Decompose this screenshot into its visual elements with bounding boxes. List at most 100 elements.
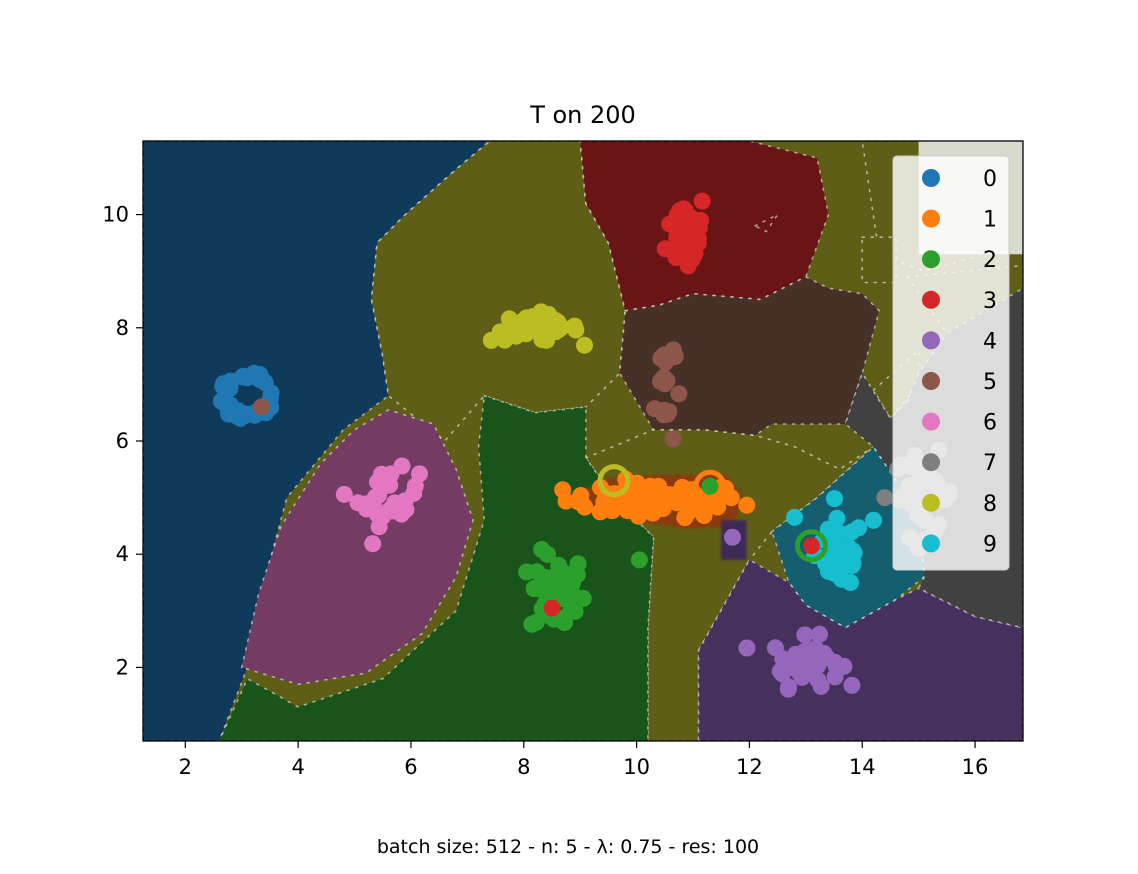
region-class-4 <box>697 558 1023 741</box>
point-class-1 <box>554 481 572 499</box>
point-class-6 <box>335 485 353 503</box>
point-class-0 <box>234 368 251 386</box>
point-class-8 <box>521 321 539 339</box>
point-class-0 <box>216 380 234 398</box>
point-class-5 <box>670 385 688 403</box>
point-class-4 <box>723 528 741 546</box>
legend-marker-5 <box>922 372 940 390</box>
legend-marker-8 <box>922 493 940 512</box>
point-class-2 <box>630 551 648 569</box>
point-class-8 <box>576 336 593 354</box>
point-class-2 <box>701 477 719 495</box>
legend-label-6: 6 <box>983 411 997 436</box>
point-class-9 <box>830 559 848 577</box>
decision-regions <box>143 141 1023 741</box>
legend-label-8: 8 <box>983 492 997 517</box>
point-class-5 <box>658 405 676 423</box>
x-tick-label: 2 <box>179 755 192 779</box>
point-class-8 <box>553 318 570 336</box>
point-class-6 <box>364 535 382 553</box>
region-class-8 <box>861 236 897 284</box>
point-class-1 <box>641 477 659 495</box>
point-class-3 <box>693 192 711 210</box>
point-class-4 <box>779 680 797 698</box>
legend-label-5: 5 <box>983 370 997 395</box>
point-class-8 <box>536 319 554 337</box>
footer-caption: batch size: 512 - n: 5 - λ: 0.75 - res: … <box>377 836 759 858</box>
legend-label-2: 2 <box>983 248 997 273</box>
point-class-4 <box>791 664 809 682</box>
point-class-2 <box>559 566 577 584</box>
point-class-3 <box>543 599 561 617</box>
ring-class-8 <box>597 464 631 498</box>
point-class-8 <box>491 323 509 341</box>
region-class-3 <box>753 212 780 233</box>
ring-class-1 <box>693 469 727 503</box>
x-tick-label: 14 <box>849 755 876 779</box>
point-class-6 <box>373 508 391 526</box>
point-class-1 <box>595 493 613 511</box>
point-class-7 <box>876 489 894 507</box>
point-class-3 <box>661 215 679 233</box>
legend-marker-7 <box>922 453 940 472</box>
point-class-5 <box>652 372 669 390</box>
legend-box <box>892 155 1010 571</box>
point-class-2 <box>518 563 536 581</box>
point-class-4 <box>766 639 784 657</box>
x-axis: 2 4 6 8 10 12 14 16 <box>179 741 988 779</box>
point-class-4 <box>803 664 821 682</box>
point-class-8 <box>566 317 584 335</box>
legend-label-7: 7 <box>983 451 997 476</box>
point-class-4 <box>811 625 828 643</box>
point-class-9 <box>850 519 868 537</box>
chart-title: T on 200 <box>529 101 636 129</box>
point-class-3 <box>677 236 695 254</box>
x-tick-label: 4 <box>291 755 304 779</box>
point-class-4 <box>796 643 814 660</box>
x-tick-label: 10 <box>623 755 650 779</box>
point-class-1 <box>656 485 674 503</box>
legend-marker-0 <box>922 169 940 187</box>
point-class-9 <box>842 574 859 591</box>
legend-marker-2 <box>922 250 940 269</box>
y-axis: 2 4 6 8 10 <box>102 203 143 679</box>
point-class-2 <box>533 541 551 558</box>
point-class-0 <box>262 384 280 402</box>
region-class-8 <box>370 141 627 443</box>
ring-class-2 <box>794 529 828 563</box>
point-class-4 <box>781 651 799 669</box>
point-class-4 <box>843 676 861 694</box>
point-class-6 <box>369 473 386 491</box>
y-tick-label: 6 <box>116 429 129 453</box>
legend-marker-4 <box>922 331 940 350</box>
x-tick-label: 12 <box>736 755 763 779</box>
point-class-8 <box>507 319 525 337</box>
point-class-3 <box>802 537 820 555</box>
point-class-9 <box>865 511 883 529</box>
point-class-5 <box>252 398 270 416</box>
legend: 0 1 2 3 4 5 6 7 8 9 <box>892 155 1010 571</box>
point-class-1 <box>626 502 643 520</box>
point-class-5 <box>652 349 670 367</box>
point-class-9 <box>786 508 804 526</box>
point-class-6 <box>366 488 384 506</box>
point-class-4 <box>771 662 789 680</box>
point-class-3 <box>667 249 685 266</box>
marker-rings <box>535 464 828 625</box>
point-class-3 <box>683 250 701 268</box>
point-class-4 <box>738 639 756 657</box>
point-class-4 <box>796 626 814 644</box>
point-class-2 <box>530 580 548 598</box>
y-tick-label: 2 <box>116 655 129 679</box>
legend-marker-6 <box>922 412 940 431</box>
point-class-6 <box>386 494 404 512</box>
legend-marker-1 <box>922 209 940 228</box>
point-class-9 <box>841 540 859 558</box>
point-class-6 <box>406 477 424 495</box>
legend-label-9: 9 <box>983 532 997 557</box>
ring-class-2 <box>535 591 569 625</box>
y-tick-label: 8 <box>116 316 129 340</box>
point-class-1 <box>576 498 594 516</box>
legend-items: 0 1 2 3 4 5 6 7 8 9 <box>922 167 997 557</box>
